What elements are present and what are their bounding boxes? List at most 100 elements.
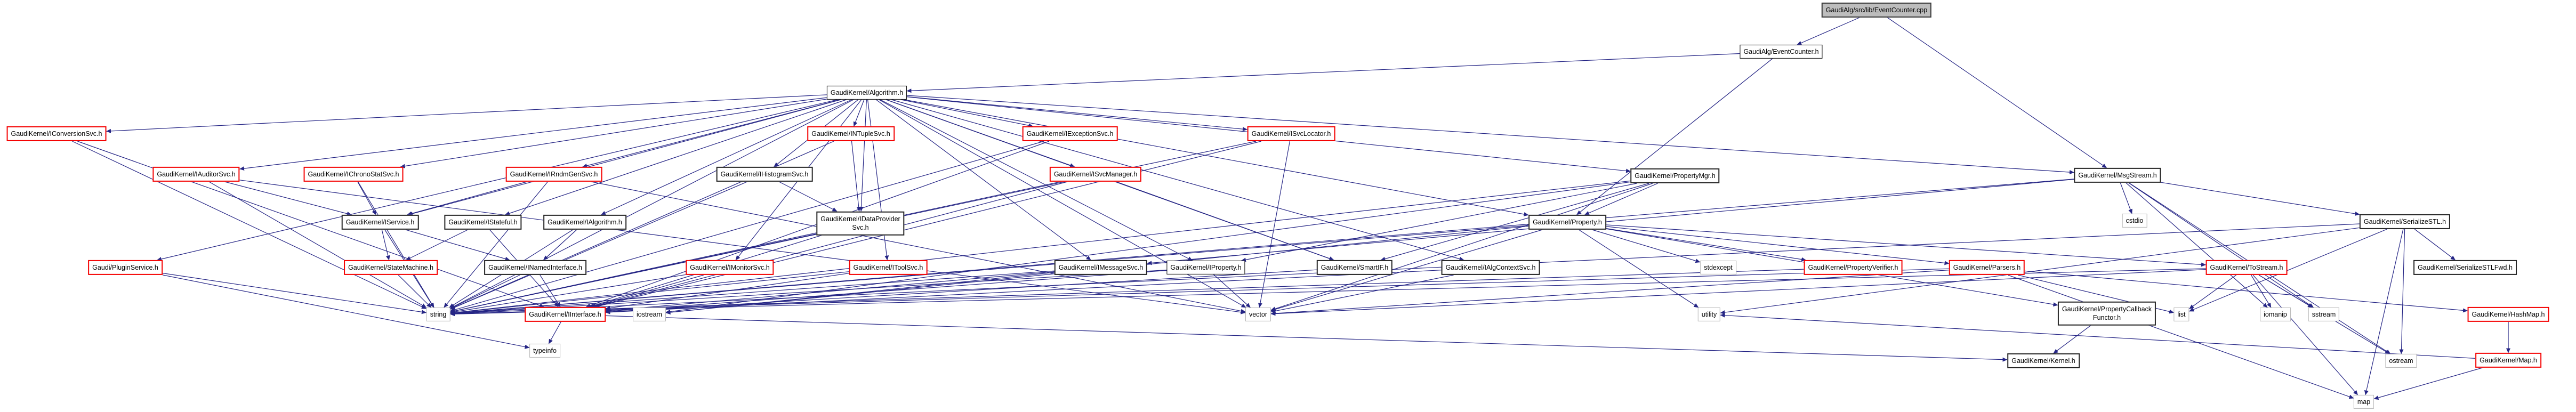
include-edge	[450, 141, 1044, 312]
graph-node-hashmap[interactable]: GaudiKernel/HashMap.h	[2467, 306, 2549, 322]
graph-node-ichronostatsvc[interactable]: GaudiKernel/IChronoStatSvc.h	[303, 166, 404, 182]
graph-node-serializestl[interactable]: GaudiKernel/SerializeSTL.h	[2359, 214, 2451, 230]
graph-node-typeinfo[interactable]: typeinfo	[529, 343, 560, 358]
include-edge	[906, 96, 1247, 132]
include-edge	[450, 181, 747, 310]
include-edge	[239, 180, 1246, 314]
include-edge	[1584, 183, 1658, 215]
include-edge	[1116, 181, 1334, 261]
include-edge	[605, 273, 849, 310]
graph-node-list[interactable]: list	[2174, 307, 2189, 322]
include-edge	[505, 99, 847, 216]
graph-node-map[interactable]: map	[2353, 394, 2374, 409]
include-edge	[239, 97, 827, 171]
include-edge	[357, 181, 434, 308]
include-edge	[106, 94, 827, 133]
graph-node-propertymgr[interactable]: GaudiKernel/PropertyMgr.h	[1630, 168, 1720, 184]
include-edge	[1592, 229, 1701, 263]
graph-node-isvclocator[interactable]: GaudiKernel/ISvcLocator.h	[1247, 126, 1335, 142]
include-edge	[407, 181, 527, 216]
include-edge	[1606, 228, 1807, 262]
include-edge	[1213, 274, 1251, 308]
graph-node-statemachine[interactable]: GaudiKernel/StateMachine.h	[344, 260, 438, 276]
include-edge	[605, 270, 1442, 314]
include-edge	[2399, 229, 2405, 354]
graph-node-msgstream[interactable]: GaudiKernel/MsgStream.h	[2074, 167, 2161, 183]
graph-node-vector[interactable]: vector	[1245, 307, 1271, 322]
graph-node-iservice[interactable]: GaudiKernel/IService.h	[341, 214, 419, 230]
graph-node-cpp[interactable]: GaudiAlg/src/lib/EventCounter.cpp	[1821, 2, 1932, 18]
include-edge	[1720, 227, 2360, 315]
graph-node-isvcmanager[interactable]: GaudiKernel/ISvcManager.h	[1049, 166, 1142, 182]
graph-node-inamedinterface[interactable]: GaudiKernel/INamedInterface.h	[484, 260, 586, 276]
include-edge	[450, 180, 1631, 315]
graph-node-itoolsvc[interactable]: GaudiKernel/IToolSvc.h	[849, 260, 928, 276]
graph-node-ialgorithm_i[interactable]: GaudiKernel/IAlgorithm.h	[543, 214, 626, 230]
include-edge	[162, 272, 426, 314]
include-edge	[1270, 183, 1653, 311]
graph-node-parsers[interactable]: GaudiKernel/Parsers.h	[1949, 260, 2025, 276]
graph-node-propertyverifier[interactable]: GaudiKernel/PropertyVerifier.h	[1804, 260, 1903, 276]
include-edge	[582, 99, 841, 168]
include-edge	[450, 179, 2074, 316]
graph-node-imessagesvc[interactable]: GaudiKernel/IMessageSvc.h	[1054, 260, 1148, 276]
include-edge	[450, 99, 854, 309]
include-edge	[450, 269, 1167, 316]
include-edge	[450, 274, 686, 314]
graph-node-istateful[interactable]: GaudiKernel/IStateful.h	[444, 214, 522, 230]
graph-node-iconversionsvc[interactable]: GaudiKernel/IConversionSvc.h	[6, 126, 107, 142]
include-edge	[540, 274, 561, 308]
include-edge	[1270, 269, 2206, 316]
include-edge	[1270, 229, 1543, 312]
include-edge	[2161, 182, 2360, 216]
graph-node-smartif[interactable]: GaudiKernel/SmartIF.h	[1316, 260, 1393, 276]
include-edge	[594, 141, 1261, 308]
include-edge	[867, 99, 889, 261]
include-edge	[901, 99, 1034, 128]
graph-node-iexceptionsvc[interactable]: GaudiKernel/IExceptionSvc.h	[1022, 126, 1118, 142]
graph-node-pluginservice[interactable]: Gaudi/PluginService.h	[88, 260, 163, 276]
graph-node-sstream[interactable]: sstream	[2308, 307, 2340, 322]
graph-node-propertycallbackfunctor[interactable]: GaudiKernel/PropertyCallback Functor.h	[2057, 301, 2156, 326]
graph-node-ihistogramsvc[interactable]: GaudiKernel/IHistogramSvc.h	[716, 166, 813, 182]
graph-node-iostream[interactable]: iostream	[633, 307, 666, 322]
graph-node-algorithm[interactable]: GaudiKernel/Algorithm.h	[826, 85, 907, 100]
graph-node-eventcounter[interactable]: GaudiAlg/EventCounter.h	[1740, 44, 1823, 59]
graph-node-iinterface[interactable]: GaudiKernel/IInterface.h	[525, 306, 606, 322]
include-edge	[853, 99, 865, 127]
graph-node-kernel[interactable]: GaudiKernel/Kernel.h	[2007, 353, 2080, 369]
graph-node-ostream[interactable]: ostream	[2385, 353, 2417, 368]
include-edge	[156, 99, 838, 261]
include-edge	[1606, 224, 2206, 267]
include-edge	[1147, 179, 2074, 265]
graph-node-irndmgensvc[interactable]: GaudiKernel/IRndmGenSvc.h	[505, 166, 602, 182]
graph-node-utility[interactable]: utility	[1697, 307, 1721, 322]
include-edge	[851, 141, 861, 212]
include-edge	[906, 95, 2074, 175]
include-edge	[405, 229, 510, 261]
graph-node-iauditorsvc[interactable]: GaudiKernel/IAuditorSvc.h	[152, 166, 240, 182]
graph-node-string[interactable]: string	[426, 307, 450, 322]
graph-node-tostream[interactable]: GaudiKernel/ToStream.h	[2205, 260, 2288, 276]
include-edge	[162, 274, 530, 349]
include-edge	[2024, 270, 2468, 313]
include-edge	[601, 99, 852, 215]
include-edge	[450, 232, 817, 313]
graph-node-property[interactable]: GaudiKernel/Property.h	[1528, 214, 1606, 230]
graph-node-iomanip[interactable]: iomanip	[2260, 307, 2291, 322]
graph-node-intuplesvc[interactable]: GaudiKernel/INTupleSvc.h	[807, 126, 895, 142]
graph-node-map_h[interactable]: GaudiKernel/Map.h	[2475, 352, 2541, 368]
include-edge	[2120, 182, 2132, 214]
include-edge	[2251, 274, 2272, 308]
graph-node-iproperty[interactable]: GaudiKernel/IProperty.h	[1166, 260, 1245, 275]
include-edge	[72, 141, 426, 309]
graph-node-stdexcept[interactable]: stdexcept	[1700, 260, 1736, 275]
include-edge	[450, 269, 1804, 317]
include-edge	[1241, 183, 1637, 262]
graph-node-cstdio[interactable]: cstdio	[2122, 213, 2147, 228]
graph-node-imonitorsvc[interactable]: GaudiKernel/IMonitorSvc.h	[686, 260, 774, 276]
graph-node-ialgcontextsvc[interactable]: GaudiKernel/IAlgContextSvc.h	[1441, 260, 1540, 276]
graph-node-serializestlfwd[interactable]: GaudiKernel/SerializeSTLFwd.h	[2413, 260, 2517, 276]
graph-node-idataprovidersvc[interactable]: GaudiKernel/IDataProvider Svc.h	[816, 211, 905, 236]
